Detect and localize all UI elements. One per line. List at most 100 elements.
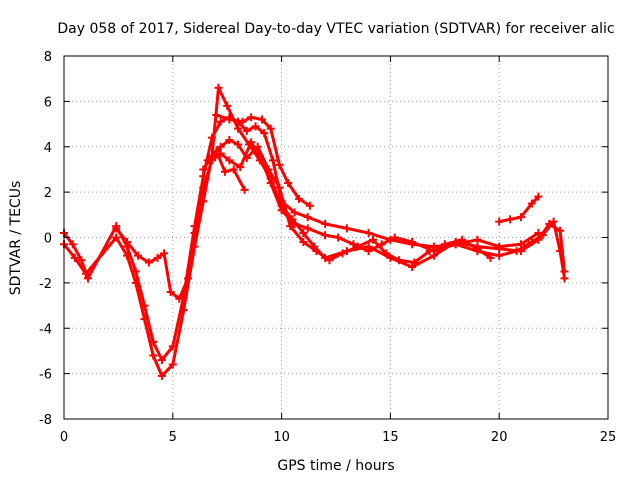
data-point-marker <box>179 306 188 315</box>
data-point-marker <box>268 156 277 165</box>
data-point-marker <box>212 147 221 156</box>
data-point-marker <box>216 142 225 151</box>
data-point-marker <box>286 222 295 231</box>
data-point-marker <box>166 287 175 296</box>
y-axis-label: SDTVAR / TECUs <box>8 181 24 296</box>
data-point-marker <box>549 217 558 226</box>
data-point-marker <box>368 235 377 244</box>
y-tick-label: 0 <box>44 232 52 247</box>
data-point-marker <box>140 315 149 324</box>
tick-layer: 0 5 10 15 20 25 -8 -6 -4 -2 0 2 4 6 8 <box>39 50 616 445</box>
data-point-marker <box>364 228 373 237</box>
data-point-marker <box>225 156 234 165</box>
data-point-marker <box>495 251 504 260</box>
data-point-marker <box>229 165 238 174</box>
y-tick-label: 2 <box>44 186 52 201</box>
data-point-marker <box>247 138 256 147</box>
data-point-marker <box>516 247 525 256</box>
data-point-marker <box>527 199 536 208</box>
data-point-marker <box>253 142 262 151</box>
data-point-marker <box>68 240 77 249</box>
x-tick-label: 10 <box>273 430 290 445</box>
data-point-marker <box>153 253 162 262</box>
series-track-1 <box>60 113 569 365</box>
series-line <box>114 140 540 301</box>
y-tick-label: 4 <box>44 141 52 156</box>
data-point-marker <box>266 124 275 133</box>
data-point-marker <box>290 219 299 228</box>
data-point-marker <box>242 154 251 163</box>
data-point-marker <box>495 217 504 226</box>
data-point-marker <box>534 235 543 244</box>
data-point-marker <box>473 244 482 253</box>
data-point-marker <box>284 179 293 188</box>
data-point-marker <box>225 115 234 124</box>
data-point-marker <box>123 251 132 260</box>
data-point-marker <box>342 224 351 233</box>
data-point-marker <box>290 208 299 217</box>
chart-title: Day 058 of 2017, Sidereal Day-to-day VTE… <box>57 21 614 37</box>
series-line <box>62 115 566 362</box>
data-point-marker <box>234 124 243 133</box>
data-point-marker <box>425 247 434 256</box>
data-point-marker <box>190 228 199 237</box>
data-point-marker <box>495 242 504 251</box>
data-point-marker <box>560 274 569 283</box>
x-tick-label: 20 <box>491 430 508 445</box>
data-point-marker <box>70 253 79 262</box>
data-point-marker <box>364 247 373 256</box>
data-point-marker <box>112 224 121 233</box>
data-point-marker <box>175 294 184 303</box>
data-point-marker <box>321 219 330 228</box>
data-point-marker <box>299 228 308 237</box>
data-point-marker <box>238 117 247 126</box>
data-point-marker <box>266 179 275 188</box>
data-point-marker <box>486 253 495 262</box>
data-point-marker <box>83 274 92 283</box>
series-track-7 <box>212 110 314 210</box>
data-point-marker <box>112 233 121 242</box>
data-point-marker <box>382 249 391 258</box>
data-point-marker <box>81 269 90 278</box>
data-point-marker <box>184 274 193 283</box>
data-point-marker <box>506 215 515 224</box>
x-axis-label: GPS time / hours <box>277 458 394 474</box>
data-point-marker <box>242 126 251 135</box>
data-point-marker <box>556 226 565 235</box>
data-point-marker <box>473 235 482 244</box>
x-tick-label: 0 <box>60 430 68 445</box>
data-point-marker <box>295 194 304 203</box>
x-tick-label: 5 <box>169 430 177 445</box>
data-point-marker <box>149 351 158 360</box>
data-point-marker <box>133 251 142 260</box>
data-point-marker <box>214 83 223 92</box>
series-track-3 <box>112 138 543 303</box>
data-point-marker <box>251 122 260 131</box>
data-point-marker <box>545 219 554 228</box>
data-point-marker <box>440 240 449 249</box>
data-point-marker <box>303 213 312 222</box>
data-point-marker <box>240 185 249 194</box>
y-tick-label: -8 <box>39 413 52 428</box>
data-point-marker <box>299 238 308 247</box>
data-point-marker <box>534 228 543 237</box>
data-point-marker <box>223 101 232 110</box>
data-point-marker <box>236 163 245 172</box>
data-point-marker <box>353 242 362 251</box>
data-point-marker <box>334 233 343 242</box>
data-point-marker <box>123 238 132 247</box>
data-point-marker <box>160 249 169 258</box>
data-point-marker <box>395 256 404 265</box>
data-point-marker <box>216 117 225 126</box>
data-point-marker <box>516 240 525 249</box>
series-line <box>214 113 312 208</box>
y-tick-label: 6 <box>44 95 52 110</box>
data-point-marker <box>247 113 256 122</box>
data-point-marker <box>410 258 419 267</box>
data-point-marker <box>131 278 140 287</box>
series-layer <box>60 83 569 380</box>
data-point-marker <box>534 192 543 201</box>
data-point-marker <box>275 160 284 169</box>
data-point-marker <box>260 129 269 138</box>
data-point-marker <box>234 140 243 149</box>
